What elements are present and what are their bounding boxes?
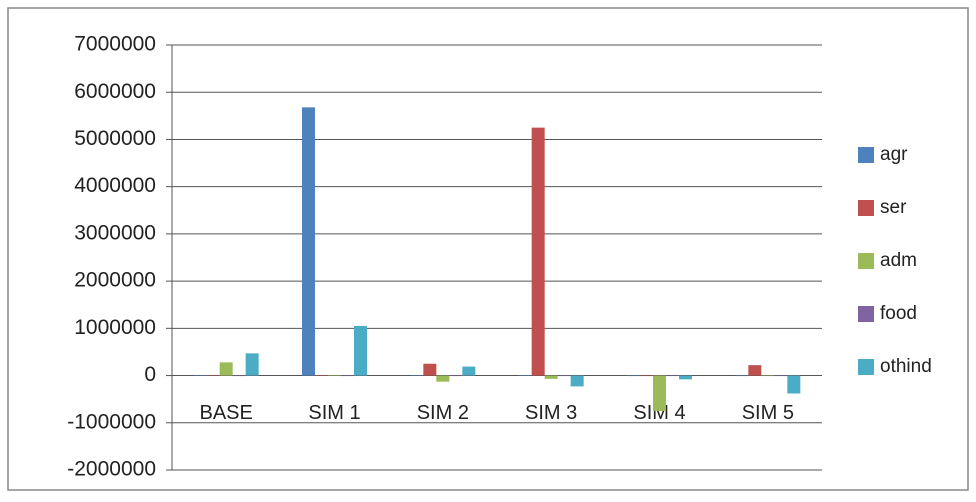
bar [315, 375, 328, 376]
bar [436, 375, 450, 382]
x-tick-label: SIM 1 [308, 402, 360, 424]
y-tick-label: -2000000 [67, 458, 156, 481]
bar [462, 366, 476, 376]
bar [328, 375, 341, 376]
y-tick-label: 1000000 [74, 316, 156, 339]
legend-swatch [858, 306, 874, 322]
y-tick-label: 0 [144, 363, 156, 386]
legend-swatch [858, 147, 874, 163]
legend-label: ser [880, 197, 907, 218]
bar [761, 375, 775, 377]
x-tick-label: SIM 5 [742, 402, 794, 424]
x-tick-label: BASE [199, 402, 252, 424]
bar [557, 375, 571, 377]
legend-label: food [880, 303, 917, 324]
bar [627, 375, 640, 377]
bar [640, 375, 653, 377]
bar [410, 375, 424, 376]
x-tick-label: SIM 3 [525, 402, 577, 424]
y-tick-label: 2000000 [74, 269, 156, 292]
bar [354, 325, 367, 376]
legend-label: adm [880, 250, 917, 271]
bar [232, 375, 246, 377]
y-tick-label: 4000000 [74, 174, 156, 197]
bar [449, 375, 463, 377]
bar [341, 375, 354, 377]
bar [748, 365, 762, 376]
y-tick-label: -1000000 [67, 410, 156, 433]
bar [653, 375, 666, 411]
legend-swatch [858, 200, 874, 216]
bar [570, 375, 584, 387]
bar [544, 375, 558, 379]
bar [219, 362, 233, 376]
chart-frame [7, 7, 969, 491]
y-tick-label: 5000000 [74, 127, 156, 150]
bar [531, 127, 545, 376]
legend-swatch [858, 253, 874, 269]
bar [774, 375, 788, 377]
legend-swatch [858, 359, 874, 375]
bar [206, 375, 220, 376]
legend-label: othind [880, 356, 932, 377]
bar [666, 375, 679, 377]
x-tick-label: SIM 4 [633, 402, 685, 424]
bar [735, 375, 749, 377]
bar [423, 363, 437, 376]
y-tick-label: 7000000 [74, 33, 156, 56]
bar [518, 375, 532, 376]
bar [302, 107, 315, 376]
legend-label: agr [880, 144, 908, 165]
y-tick-label: 6000000 [74, 80, 156, 103]
bar [193, 375, 207, 376]
y-tick-label: 3000000 [74, 221, 156, 244]
bar [679, 375, 692, 380]
x-tick-label: SIM 2 [417, 402, 469, 424]
bar [245, 353, 259, 376]
bar [787, 375, 801, 394]
